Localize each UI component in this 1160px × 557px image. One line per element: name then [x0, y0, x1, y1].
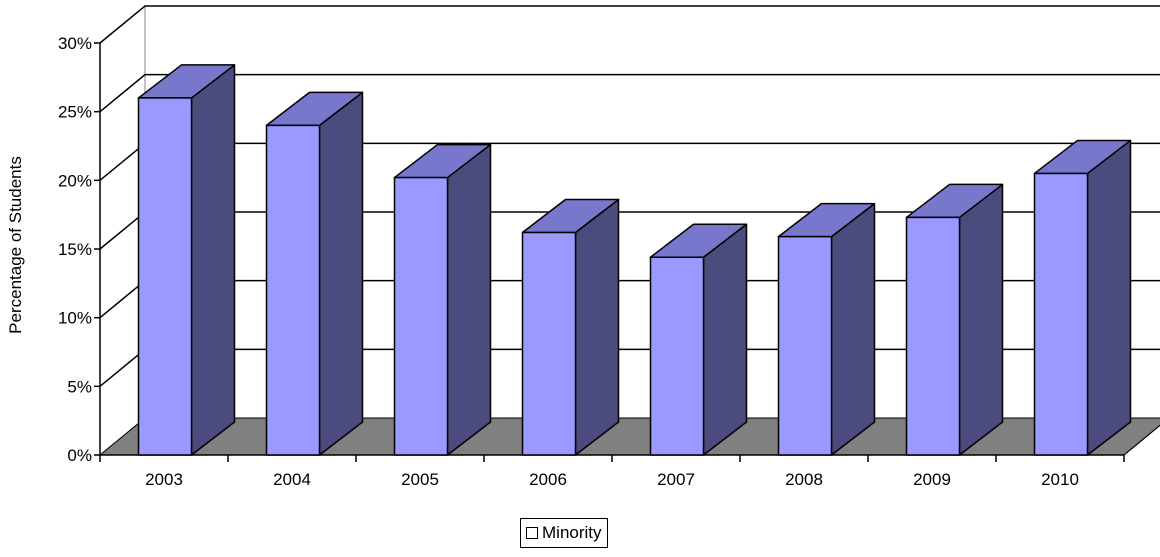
bar-side [318, 91, 364, 456]
legend-swatch [526, 527, 538, 539]
gridline [99, 5, 1160, 44]
bar-side [702, 223, 748, 456]
y-axis-title: Percentage of Students [6, 156, 25, 334]
x-tick-label: 2008 [785, 470, 823, 489]
bar-side [830, 202, 876, 456]
bar [777, 235, 833, 456]
bar [137, 97, 193, 456]
y-tick-label: 30% [58, 34, 92, 53]
bar-side [446, 143, 492, 456]
x-tick-label: 2007 [657, 470, 695, 489]
y-tick-label: 25% [58, 103, 92, 122]
bar-side [190, 64, 236, 456]
y-tick-label: 20% [58, 171, 92, 190]
bar-side [1086, 139, 1132, 456]
y-tick-label: 0% [67, 446, 92, 465]
bar [521, 231, 577, 456]
x-tick-label: 2006 [529, 470, 567, 489]
y-tick-label: 10% [58, 309, 92, 328]
y-tick-label: 5% [67, 377, 92, 396]
bar-side [574, 198, 620, 456]
bar [393, 176, 449, 456]
x-tick-label: 2005 [401, 470, 439, 489]
legend-label: Minority [542, 523, 602, 542]
bar [905, 216, 961, 456]
y-tick-label: 15% [58, 240, 92, 259]
bar-side [958, 183, 1004, 456]
x-tick-label: 2003 [145, 470, 183, 489]
bar [649, 256, 705, 456]
x-tick-label: 2004 [273, 470, 311, 489]
x-tick-label: 2009 [913, 470, 951, 489]
legend: Minority [520, 518, 608, 548]
bar [1033, 172, 1089, 456]
gridline [99, 73, 1160, 113]
floor-edge [1123, 424, 1160, 456]
x-tick-label: 2010 [1041, 470, 1079, 489]
bar [265, 124, 321, 456]
